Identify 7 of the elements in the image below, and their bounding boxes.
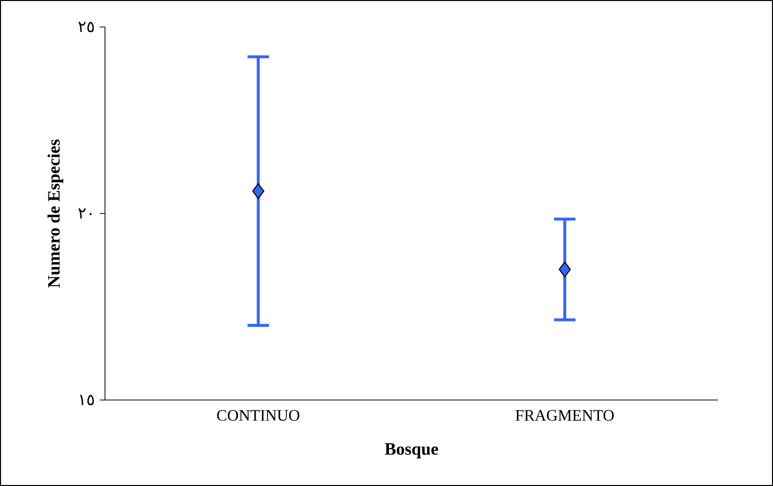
x-tick-label: FRAGMENTO [516,410,614,421]
y-axis-title: Numero de Especies [48,139,64,288]
x-tick-label: CONTINUO [217,410,300,421]
y-tick-label: ٢٥ [78,22,94,32]
y-tick-label: ١٥ [80,394,94,406]
y-tick-label: ٢٠ [78,208,92,219]
x-axis-title: Bosque [384,443,438,458]
